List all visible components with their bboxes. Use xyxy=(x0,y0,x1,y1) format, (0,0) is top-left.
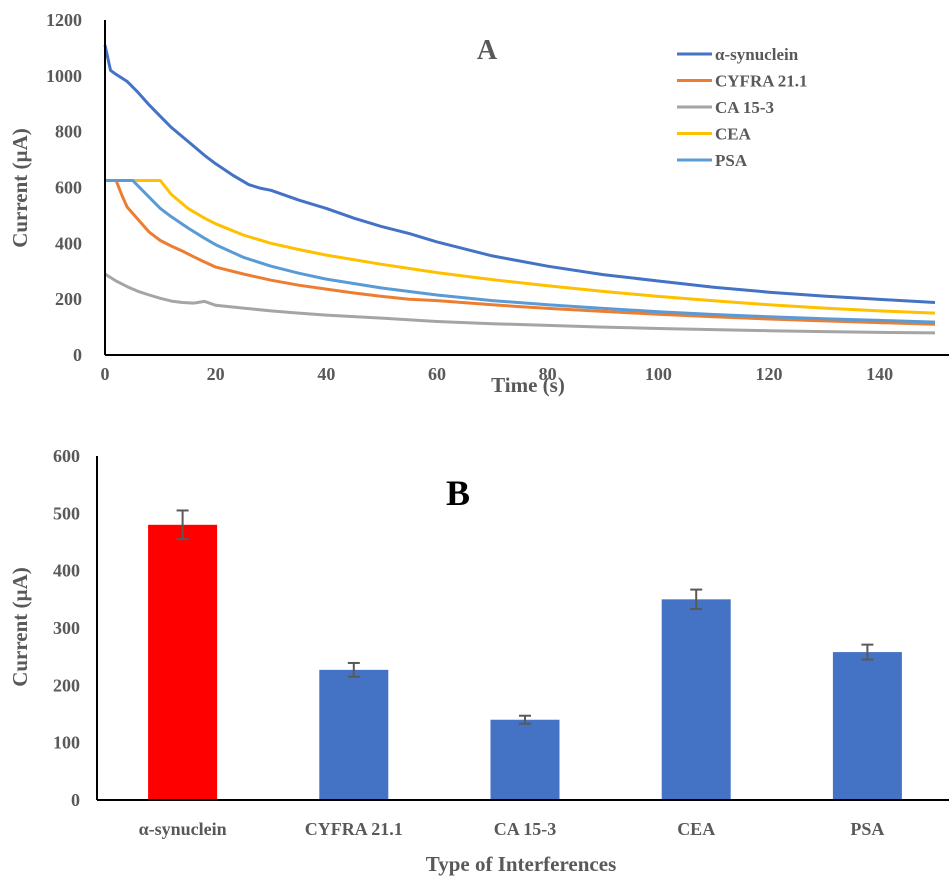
y-tick-label: 300 xyxy=(53,618,80,638)
series-line xyxy=(104,272,936,335)
legend-entry: CYFRA 21.1 xyxy=(715,72,808,91)
y-tick-label: 1200 xyxy=(46,10,82,30)
x-tick-label: 120 xyxy=(756,364,783,384)
x-axis-label: Type of Interferences xyxy=(426,852,617,876)
legend-entry: CEA xyxy=(715,125,752,144)
series-line xyxy=(105,179,936,315)
category-labels: α-synuclein CYFRA 21.1 CA 15-3 CEA PSA xyxy=(139,819,885,839)
y-tick-label: 400 xyxy=(55,233,82,253)
category-label: CYFRA 21.1 xyxy=(305,819,403,839)
series-line xyxy=(105,179,936,326)
y-tick-label: 0 xyxy=(71,790,80,810)
category-label: PSA xyxy=(850,819,884,839)
x-tick-label: 80 xyxy=(539,364,557,384)
x-axis-label: Time (s) xyxy=(491,373,565,397)
y-tick-label: 600 xyxy=(55,178,82,198)
error-bar xyxy=(519,714,531,725)
y-axis-label: Current (µA) xyxy=(8,567,32,687)
bar xyxy=(832,652,902,800)
x-tick-label: 40 xyxy=(317,364,335,384)
series-lines xyxy=(103,44,936,335)
y-tick-label: 400 xyxy=(53,561,80,581)
x-tick-labels: 0 20 40 60 80 100 120 140 xyxy=(101,364,894,384)
series-line xyxy=(103,44,936,304)
error-bar xyxy=(861,643,874,661)
y-tick-labels: 0 200 400 600 800 1000 1200 xyxy=(46,10,82,365)
x-tick-label: 20 xyxy=(207,364,225,384)
error-bar xyxy=(347,661,360,678)
series-line xyxy=(105,179,936,324)
x-tick-label: 0 xyxy=(101,364,110,384)
y-tick-label: 800 xyxy=(55,122,82,142)
legend-entry: CA 15-3 xyxy=(715,98,774,117)
category-label: CA 15-3 xyxy=(494,819,557,839)
y-tick-label: 100 xyxy=(53,733,80,753)
legend: α-synuclein CYFRA 21.1 CA 15-3 CEA PSA xyxy=(677,45,808,170)
x-tick-label: 60 xyxy=(428,364,446,384)
y-tick-label: 1000 xyxy=(46,66,82,86)
error-bar xyxy=(176,509,189,541)
y-tick-label: 200 xyxy=(53,675,80,695)
panel-b-label: B xyxy=(446,473,470,513)
category-label: CEA xyxy=(677,819,715,839)
panel-a-line-chart: A 0 200 400 600 800 1000 1200 0 20 40 60 80 100 120 1… xyxy=(8,10,949,397)
x-tick-label: 140 xyxy=(866,364,893,384)
panel-b-bar-chart: B 0 100 200 300 400 500 600 α-synuclein CYFRA 2… xyxy=(8,446,949,876)
y-tick-labels: 0 100 200 300 400 500 600 xyxy=(53,446,80,810)
bars xyxy=(148,524,902,800)
panel-a-label: A xyxy=(477,35,498,66)
y-tick-label: 200 xyxy=(55,289,82,309)
category-label: α-synuclein xyxy=(139,819,227,839)
bar xyxy=(661,599,731,800)
bar xyxy=(490,719,560,800)
y-tick-label: 500 xyxy=(53,503,80,523)
legend-entry: α-synuclein xyxy=(715,45,799,64)
bar xyxy=(319,669,389,800)
error-bars xyxy=(176,509,874,725)
error-bar xyxy=(690,588,703,611)
legend-entry: PSA xyxy=(715,151,748,170)
y-axis-label: Current (µA) xyxy=(8,128,32,248)
bar xyxy=(148,524,218,800)
y-tick-label: 0 xyxy=(73,345,82,365)
y-tick-label: 600 xyxy=(53,446,80,466)
x-tick-label: 100 xyxy=(645,364,672,384)
